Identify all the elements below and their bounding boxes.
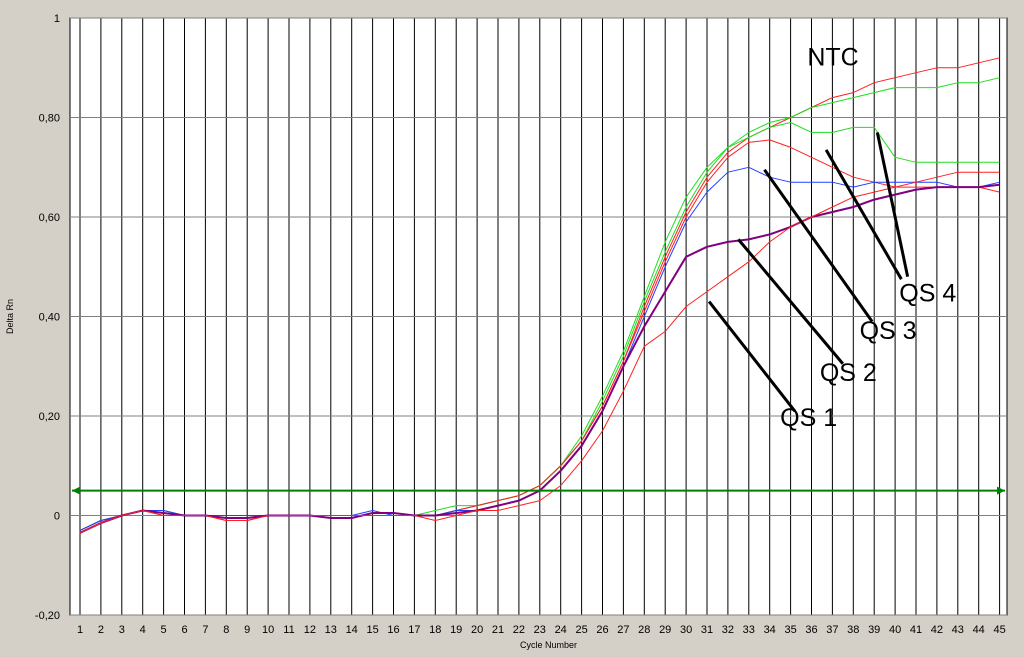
x-tick-label: 31 <box>701 624 713 636</box>
x-tick-label: 5 <box>161 624 167 636</box>
y-tick-label: 0,60 <box>39 212 60 224</box>
x-tick-label: 22 <box>513 624 525 636</box>
x-tick-label: 20 <box>471 624 483 636</box>
x-tick-label: 41 <box>910 624 922 636</box>
x-tick-label: 45 <box>993 624 1005 636</box>
x-tick-label: 9 <box>244 624 250 636</box>
x-tick-label: 37 <box>826 624 838 636</box>
y-tick-labels: 1 0,80 0,60 0,40 0,20 0 -0,20 <box>35 13 60 622</box>
annotation-leader-line <box>875 132 910 278</box>
x-tick-label: 24 <box>555 624 567 636</box>
x-tick-label: 44 <box>973 624 985 636</box>
y-tick-label: 0,20 <box>39 411 60 423</box>
x-tick-labels: 1 2 3 4 5 6 7 8 9 10 11 12 13 14 15 16 17 18 19 20 21 22 23 24 2… <box>77 624 1006 636</box>
y-axis-title: Delta Rn <box>5 299 15 334</box>
x-tick-label: 11 <box>283 624 294 636</box>
x-tick-label: 12 <box>304 624 316 636</box>
x-tick-label: 19 <box>450 624 462 636</box>
y-tick-label: 0,80 <box>39 113 60 125</box>
x-tick-label: 28 <box>638 624 650 636</box>
x-axis-title: Cycle Number <box>520 640 577 650</box>
annotation-leader-line <box>824 149 903 280</box>
x-tick-label: 27 <box>617 624 629 636</box>
x-tick-label: 26 <box>596 624 608 636</box>
annotation-label: QS 1 <box>780 404 837 432</box>
y-tick-label: 0 <box>54 511 60 523</box>
y-tick-label: 1 <box>54 13 60 25</box>
x-tick-label: 6 <box>181 624 187 636</box>
x-tick-label: 15 <box>366 624 378 636</box>
x-tick-label: 35 <box>784 624 796 636</box>
x-tick-label: 32 <box>722 624 734 636</box>
x-tick-label: 42 <box>931 624 943 636</box>
x-tick-label: 38 <box>847 624 859 636</box>
annotations: NTC QS 4 QS 3 QS 2 QS 1 <box>707 43 956 432</box>
y-tick-label: -0,20 <box>35 610 60 622</box>
x-tick-label: 21 <box>492 624 504 636</box>
x-tick-label: 33 <box>743 624 755 636</box>
threshold-arrow-left <box>72 486 80 495</box>
threshold-line[interactable] <box>72 486 1005 495</box>
x-tick-label: 8 <box>223 624 229 636</box>
x-tick-label: 4 <box>140 624 146 636</box>
annotation-label: QS 3 <box>860 317 917 345</box>
x-tick-label: 1 <box>77 624 83 636</box>
x-tick-label: 39 <box>868 624 880 636</box>
x-tick-label: 23 <box>534 624 546 636</box>
x-tick-label: 43 <box>952 624 964 636</box>
series-line <box>79 171 1000 534</box>
threshold-arrow-right <box>997 486 1005 495</box>
y-tick-label: 0,40 <box>39 312 60 324</box>
annotation-label: QS 4 <box>899 280 956 308</box>
annotation-leader-line <box>737 238 844 365</box>
x-tick-label: 25 <box>575 624 587 636</box>
annotation-leader-line <box>763 168 874 323</box>
x-tick-label: 36 <box>805 624 817 636</box>
x-tick-label: 17 <box>408 624 420 636</box>
x-tick-label: 16 <box>387 624 399 636</box>
x-tick-label: 18 <box>429 624 441 636</box>
x-tick-label: 29 <box>659 624 671 636</box>
x-tick-label: 3 <box>119 624 125 636</box>
x-tick-label: 10 <box>262 624 274 636</box>
x-tick-label: 13 <box>325 624 337 636</box>
x-tick-label: 34 <box>764 624 776 636</box>
x-tick-label: 7 <box>202 624 208 636</box>
annotation-label: NTC <box>807 43 858 71</box>
x-tick-label: 30 <box>680 624 692 636</box>
annotation-leader-line <box>707 300 796 412</box>
annotation-label: QS 2 <box>820 359 877 387</box>
x-tick-label: 14 <box>346 624 358 636</box>
x-tick-label: 2 <box>98 624 104 636</box>
x-tick-label: 40 <box>889 624 901 636</box>
